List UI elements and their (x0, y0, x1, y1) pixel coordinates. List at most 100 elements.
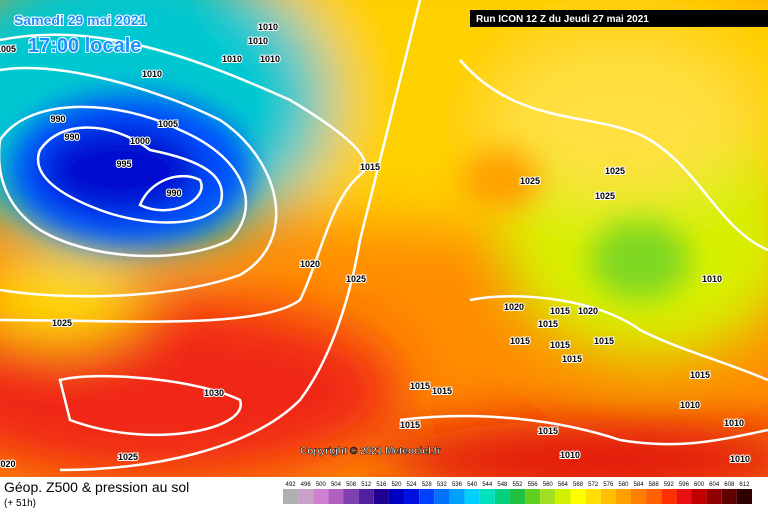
isobar-label: 1015 (550, 306, 570, 316)
scale-cell (464, 489, 480, 504)
scale-cell (676, 489, 692, 504)
isobar-label: 1015 (432, 386, 452, 396)
isobar-labels: 1010 1010 1010 1010 1010 1005 990 990 1000 1005 99… (0, 21, 751, 470)
isobar-label: 1025 (520, 176, 540, 186)
scale-cell (706, 489, 722, 504)
footer-lead: (+ 51h) (4, 498, 36, 509)
scale-cell (494, 489, 510, 504)
scale-label: 532 (437, 482, 448, 488)
copyright: Copyright © 2021 Meteociel.fr (300, 446, 441, 457)
scale-cell (570, 489, 586, 504)
field (0, 0, 768, 500)
scale-cell (736, 489, 752, 504)
date-label: Samedi 29 mai 2021 (14, 12, 147, 28)
footer-title: Géop. Z500 & pression au sol (4, 479, 189, 495)
scale-cell (358, 489, 374, 504)
scale-label: 528 (422, 482, 433, 488)
isobar-label: 1005 (158, 119, 178, 129)
scale-cell (298, 489, 314, 504)
isobar-label: 995 (116, 159, 131, 169)
scale-cell (615, 489, 631, 504)
scale-cell (328, 489, 344, 504)
isobar-label: 1015 (538, 319, 558, 329)
isobar-label: 1015 (510, 336, 530, 346)
scale-label: 540 (467, 482, 478, 488)
isobar-label: 1010 (222, 54, 242, 64)
scale-label: 492 (286, 482, 297, 488)
isobar-label: 1020 (504, 302, 524, 312)
isobar-label: 1010 (248, 36, 268, 46)
isobar-label: 1015 (562, 354, 582, 364)
isobar-label: 1010 (142, 69, 162, 79)
isobar-label: 990 (50, 114, 65, 124)
scale-cell (540, 489, 556, 504)
run-box (470, 10, 768, 27)
isobar-label: 1025 (118, 452, 138, 462)
scale-label: 576 (603, 482, 614, 488)
scale-cell (555, 489, 571, 504)
scale-label: 516 (376, 482, 387, 488)
scale-cell (419, 489, 435, 504)
scale-label: 564 (558, 482, 569, 488)
scale-cell (509, 489, 526, 504)
isobar-label: 1025 (605, 166, 625, 176)
scale-label: 536 (452, 482, 463, 488)
isobar-label: 990 (166, 188, 181, 198)
scale-label: 600 (694, 482, 705, 488)
scale-label: 504 (331, 482, 342, 488)
isobar-label: 1020 (578, 306, 598, 316)
scale-cell (721, 489, 737, 504)
scale-cell (343, 489, 359, 504)
scale-label: 572 (588, 482, 599, 488)
scale-label: 584 (634, 482, 645, 488)
scale-cell (479, 489, 495, 504)
isobar-label: 1015 (410, 381, 430, 391)
scale-label: 560 (543, 482, 554, 488)
isobar-label: 1010 (702, 274, 722, 284)
scale-label: 500 (316, 482, 327, 488)
scale-cell (388, 489, 405, 504)
isobar-label: 1010 (730, 454, 750, 464)
scale-cell (404, 489, 420, 504)
scale-cell (646, 489, 662, 504)
scale-label: 596 (679, 482, 690, 488)
isobar-label: 990 (64, 132, 79, 142)
scale-cell (661, 489, 677, 504)
scale-label: 508 (346, 482, 357, 488)
isobar-label: 1005 (0, 44, 16, 54)
scale-cell (434, 489, 450, 504)
scale-label: 568 (573, 482, 584, 488)
isobar-label: 1010 (260, 54, 280, 64)
scale-cell (373, 489, 389, 504)
scale-label: 512 (361, 482, 372, 488)
scale-cell (630, 489, 647, 504)
scale-cell (525, 489, 541, 504)
isobar-label: 1010 (560, 450, 580, 460)
isobar-label: 1010 (258, 22, 278, 32)
scale-label: 604 (709, 482, 720, 488)
scale-label: 496 (301, 482, 312, 488)
isobar-lines (0, 0, 768, 472)
scale-label: 520 (391, 482, 402, 488)
scale-cell (600, 489, 616, 504)
scale-label: 588 (649, 482, 660, 488)
isobar-label: 1015 (400, 420, 420, 430)
isobar-label: 1025 (346, 274, 366, 284)
isobar-label: 1010 (680, 400, 700, 410)
isobar-label: 1015 (550, 340, 570, 350)
scale-label: 548 (497, 482, 508, 488)
scale-label: 580 (618, 482, 629, 488)
scale-label: 608 (724, 482, 735, 488)
isobar-label: 1010 (724, 418, 744, 428)
scale-cell (313, 489, 329, 504)
scale-label: 544 (482, 482, 493, 488)
isobar-label: 1000 (130, 136, 150, 146)
isobar-label: 1015 (360, 162, 380, 172)
isobar-label: 1015 (690, 370, 710, 380)
time-label: 17:00 locale (28, 35, 141, 57)
scale-label: 592 (664, 482, 675, 488)
isobar-label: 1025 (595, 191, 615, 201)
color-scale: 492 496 500 504 508 512 516 520 524 528 532 536 540 5… (283, 482, 752, 504)
run-label: Run ICON 12 Z du Jeudi 27 mai 2021 (476, 14, 649, 25)
